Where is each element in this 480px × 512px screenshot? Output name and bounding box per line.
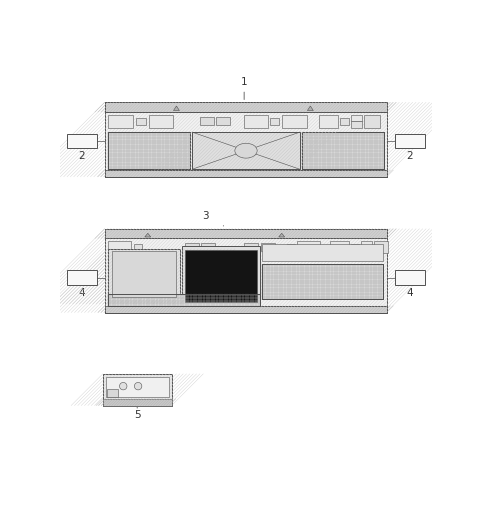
Bar bbox=[351, 121, 362, 127]
Text: 5: 5 bbox=[134, 410, 140, 420]
Bar bbox=[395, 270, 425, 285]
Bar bbox=[108, 132, 190, 169]
Bar bbox=[133, 244, 142, 251]
Polygon shape bbox=[173, 106, 180, 111]
Bar bbox=[302, 132, 384, 169]
Bar bbox=[105, 102, 387, 177]
Bar bbox=[319, 115, 338, 127]
Bar bbox=[361, 247, 372, 253]
Bar bbox=[340, 118, 348, 124]
Bar bbox=[351, 115, 362, 121]
Bar bbox=[181, 246, 260, 304]
Bar bbox=[107, 389, 118, 397]
Bar bbox=[216, 117, 230, 125]
Bar bbox=[361, 242, 372, 247]
Bar bbox=[108, 132, 190, 169]
Circle shape bbox=[120, 382, 127, 390]
Bar bbox=[108, 294, 260, 306]
Bar bbox=[262, 244, 383, 261]
Polygon shape bbox=[307, 106, 313, 111]
Bar bbox=[262, 264, 383, 299]
Bar bbox=[244, 243, 258, 251]
Bar bbox=[67, 270, 97, 285]
Bar bbox=[270, 118, 279, 124]
Bar bbox=[105, 229, 387, 239]
Polygon shape bbox=[279, 233, 285, 237]
Bar bbox=[105, 306, 387, 312]
Bar bbox=[136, 118, 145, 124]
Bar bbox=[200, 117, 214, 125]
Bar bbox=[67, 134, 97, 148]
Bar bbox=[395, 134, 425, 148]
Bar bbox=[105, 102, 387, 112]
Bar bbox=[105, 229, 387, 312]
Text: 1: 1 bbox=[241, 77, 248, 88]
Text: 4: 4 bbox=[79, 288, 85, 297]
Bar bbox=[202, 243, 216, 251]
Bar bbox=[374, 242, 388, 253]
Bar bbox=[148, 115, 173, 127]
Bar bbox=[103, 399, 172, 406]
Bar bbox=[105, 170, 387, 177]
Bar bbox=[185, 243, 199, 251]
Bar bbox=[330, 242, 349, 253]
Text: 2: 2 bbox=[407, 152, 413, 161]
Bar bbox=[262, 264, 383, 299]
Bar bbox=[302, 132, 384, 169]
Bar bbox=[192, 132, 300, 169]
Bar bbox=[112, 251, 176, 297]
Bar bbox=[108, 249, 180, 304]
Bar bbox=[351, 244, 359, 251]
Bar bbox=[261, 243, 275, 251]
Circle shape bbox=[134, 382, 142, 390]
Bar bbox=[108, 242, 131, 253]
Bar bbox=[185, 250, 257, 302]
Bar bbox=[108, 115, 132, 127]
Bar bbox=[244, 115, 268, 127]
Bar bbox=[108, 294, 260, 306]
Bar bbox=[106, 377, 168, 397]
Bar bbox=[103, 374, 172, 406]
Ellipse shape bbox=[235, 143, 257, 158]
Bar bbox=[287, 244, 295, 251]
Bar bbox=[282, 115, 307, 127]
Bar bbox=[192, 132, 300, 169]
Text: 2: 2 bbox=[79, 152, 85, 161]
Bar bbox=[297, 242, 320, 253]
Text: 3: 3 bbox=[202, 211, 208, 221]
Bar bbox=[364, 115, 380, 127]
Polygon shape bbox=[145, 233, 151, 237]
Text: 4: 4 bbox=[407, 288, 413, 297]
